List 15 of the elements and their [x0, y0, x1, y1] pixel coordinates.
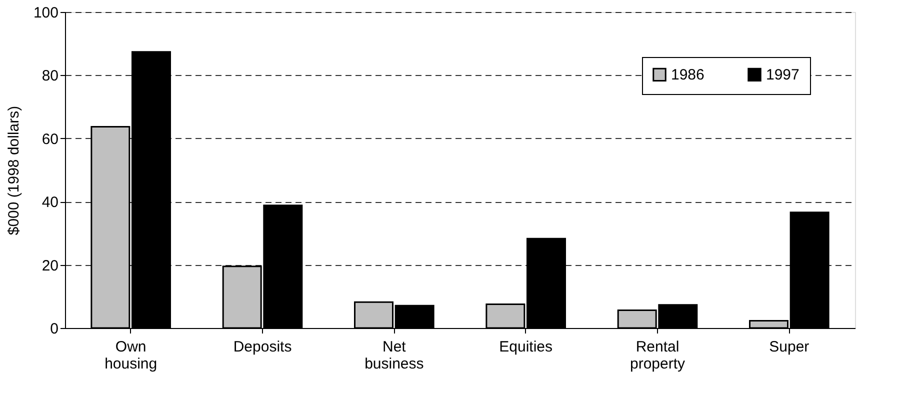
x-tick-label: Net business [364, 338, 424, 372]
x-tick-label: Rental property [630, 338, 686, 372]
legend-label: 1997 [766, 66, 800, 84]
y-tick-label: 100 [33, 4, 58, 22]
x-tick-label: Deposits [233, 338, 292, 356]
legend-label: 1986 [671, 66, 704, 84]
x-tick-label: Equities [499, 338, 553, 356]
y-tick-label: 40 [42, 194, 58, 212]
y-tick-label: 0 [50, 320, 58, 338]
x-tick-label: Super [769, 338, 810, 356]
y-tick-label: 20 [42, 257, 58, 274]
x-tick-label: Own housing [104, 338, 158, 372]
y-tick-label: 80 [42, 68, 58, 85]
y-axis-title: $000 (1998 dollars) [5, 106, 22, 236]
y-tick-label: 60 [42, 130, 58, 148]
